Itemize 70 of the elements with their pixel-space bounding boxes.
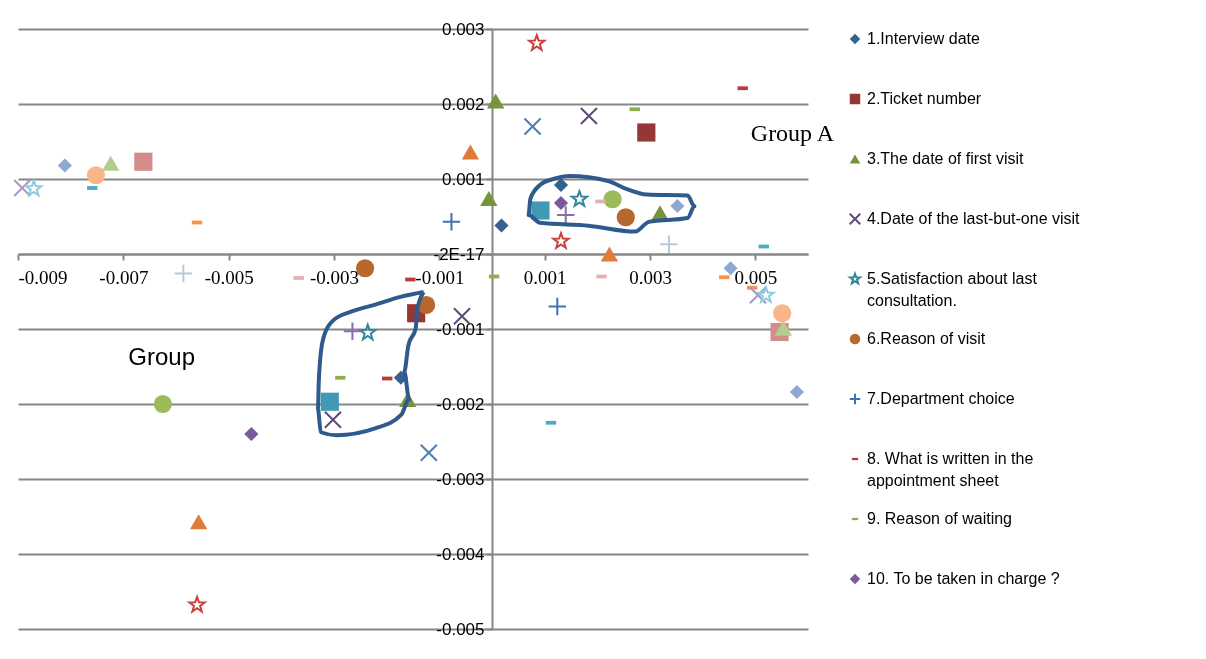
x-tick-label: -0.001 xyxy=(415,266,465,288)
point xyxy=(570,190,589,207)
point xyxy=(419,443,438,462)
legend-label: 2.Ticket number xyxy=(867,90,982,107)
point xyxy=(523,117,542,136)
x-tick-label: 0.003 xyxy=(629,266,672,288)
point xyxy=(774,320,792,336)
point xyxy=(547,296,567,317)
point xyxy=(25,179,43,197)
y-tick-label: -0.005 xyxy=(436,619,485,639)
point xyxy=(603,190,622,209)
point xyxy=(153,394,172,414)
point xyxy=(342,321,363,341)
point xyxy=(552,232,570,249)
legend-label: 7.Department choice xyxy=(867,390,1015,407)
point xyxy=(757,286,775,303)
point xyxy=(359,323,377,341)
legend-label: 3.The date of first visit xyxy=(867,150,1025,167)
point xyxy=(173,263,194,284)
point xyxy=(670,198,685,214)
point xyxy=(480,191,498,206)
y-tick-label: 0.003 xyxy=(441,19,485,39)
x-tick-label: -0.003 xyxy=(309,266,360,288)
legend-label: 9. Reason of waiting xyxy=(867,510,1012,527)
x-tick-label: -0.007 xyxy=(99,266,149,288)
y-tick-label: -2E-17 xyxy=(433,244,485,264)
point xyxy=(659,234,679,254)
y-tick-label: -0.002 xyxy=(436,394,485,414)
point xyxy=(531,201,550,220)
point xyxy=(579,106,598,126)
point xyxy=(320,392,339,411)
y-tick-label: -0.004 xyxy=(436,544,485,564)
annotation: Group A xyxy=(750,120,835,147)
point xyxy=(556,205,576,225)
point xyxy=(487,93,505,109)
point xyxy=(102,155,120,171)
point xyxy=(461,144,480,160)
point xyxy=(323,410,343,429)
point xyxy=(441,212,462,232)
point xyxy=(773,304,792,323)
point xyxy=(616,208,635,227)
x-tick-label: -0.009 xyxy=(18,266,68,288)
x-tick-label: 0.005 xyxy=(734,266,778,288)
point xyxy=(553,177,569,193)
point xyxy=(189,514,208,530)
point xyxy=(494,218,509,233)
legend-label: 5.Satisfaction about last consultation. xyxy=(867,270,1038,309)
point xyxy=(134,152,153,171)
point xyxy=(748,286,768,305)
point xyxy=(637,123,656,142)
point xyxy=(244,426,259,442)
point xyxy=(13,178,32,198)
legend-label: 8. What is written in the appointment sheet xyxy=(867,450,1034,489)
y-tick-label: 0.002 xyxy=(441,94,485,114)
legend-label: 6.Reason of visit xyxy=(867,330,986,347)
y-tick-label: -0.003 xyxy=(436,469,485,489)
legend-label: 4.Date of the last-but-one visit xyxy=(867,210,1081,227)
point xyxy=(553,195,569,211)
y-tick-label: -0.001 xyxy=(436,319,485,339)
point xyxy=(789,384,805,400)
point xyxy=(188,595,206,613)
point xyxy=(57,158,72,173)
annotation: Group xyxy=(128,343,195,371)
legend-label: 10. To be taken in charge ? xyxy=(867,570,1060,587)
point xyxy=(600,246,619,262)
point xyxy=(86,166,106,185)
x-tick-label: -0.005 xyxy=(204,266,254,288)
x-tick-label: 0.001 xyxy=(523,266,567,288)
legend-label: 1.Interview date xyxy=(867,30,981,47)
y-tick-label: 0.001 xyxy=(441,169,485,189)
